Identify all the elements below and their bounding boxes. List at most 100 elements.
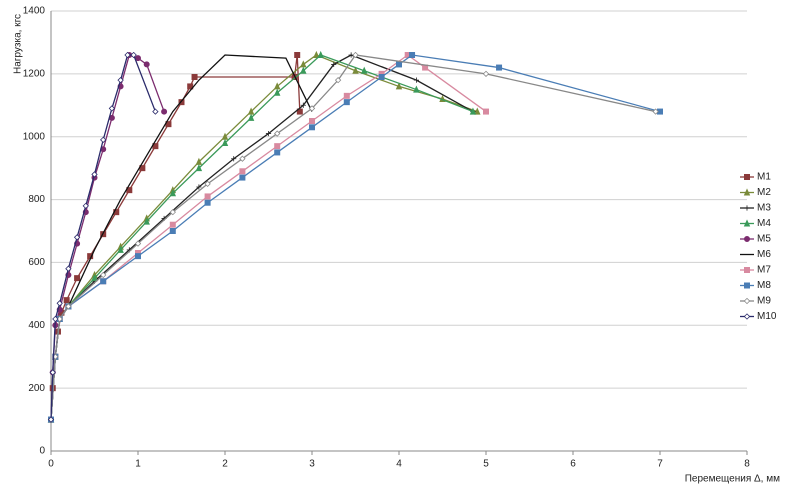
marker — [152, 108, 159, 115]
x-tick-label: 1 — [135, 459, 141, 470]
marker — [378, 74, 385, 81]
legend-label: M3 — [757, 203, 771, 214]
marker — [239, 168, 246, 175]
marker — [300, 66, 307, 74]
series-line — [50, 54, 301, 420]
marker — [134, 253, 141, 260]
series-line — [50, 54, 157, 420]
marker — [82, 202, 89, 210]
marker — [231, 156, 237, 162]
marker — [91, 171, 98, 178]
y-tick-label: 600 — [28, 257, 45, 268]
marker — [334, 76, 342, 84]
x-tick-label: 2 — [222, 459, 228, 470]
legend-marker — [743, 219, 751, 227]
series-line — [50, 54, 487, 420]
marker — [191, 74, 198, 81]
marker — [52, 315, 59, 323]
legend-label: M5 — [757, 234, 771, 245]
marker — [56, 300, 63, 307]
marker — [100, 271, 107, 279]
marker — [313, 50, 320, 58]
marker — [395, 82, 403, 90]
marker — [161, 108, 168, 115]
series-line — [50, 54, 656, 420]
marker — [274, 143, 281, 150]
y-tick-label: 1200 — [23, 68, 46, 79]
x-tick-label: 4 — [396, 459, 402, 470]
marker — [117, 245, 124, 253]
x-tick-label: 0 — [48, 459, 54, 470]
series-line — [50, 54, 313, 420]
marker — [265, 130, 272, 137]
series-line — [50, 54, 478, 420]
legend-marker — [743, 313, 751, 320]
x-tick-label: 5 — [483, 459, 489, 470]
marker — [204, 199, 211, 206]
marker — [117, 76, 124, 84]
marker — [300, 60, 307, 68]
legend-label: M10 — [757, 311, 777, 322]
legend-marker — [744, 205, 750, 211]
y-axis-label: Нагрузка, кгс — [13, 14, 24, 74]
marker — [100, 278, 107, 285]
marker — [169, 208, 176, 216]
marker — [395, 61, 402, 68]
marker — [294, 52, 301, 59]
legend-label: M9 — [757, 296, 771, 307]
marker — [63, 297, 70, 304]
legend-label: M2 — [757, 187, 771, 198]
legend-marker — [744, 173, 751, 180]
marker — [652, 108, 659, 115]
legend-marker — [743, 297, 751, 305]
marker — [360, 66, 368, 74]
marker — [187, 83, 194, 90]
marker — [274, 130, 281, 137]
marker — [178, 99, 185, 106]
marker — [343, 99, 350, 106]
marker — [409, 52, 416, 59]
x-tick-label: 8 — [744, 459, 750, 470]
series-line — [50, 54, 165, 420]
y-tick-label: 1400 — [23, 6, 46, 17]
x-tick-label: 7 — [657, 459, 663, 470]
marker — [65, 303, 72, 310]
marker — [496, 64, 503, 71]
marker — [108, 105, 116, 112]
marker — [73, 234, 81, 241]
marker — [239, 174, 246, 181]
y-tick-label: 1000 — [23, 131, 46, 142]
marker — [195, 164, 203, 172]
y-tick-label: 200 — [28, 383, 45, 394]
marker — [317, 50, 324, 58]
x-tick-label: 6 — [570, 459, 576, 470]
marker — [47, 416, 55, 423]
y-tick-label: 0 — [39, 446, 45, 457]
marker — [331, 61, 337, 68]
marker — [296, 108, 303, 115]
marker — [204, 180, 211, 188]
marker — [352, 51, 359, 59]
marker — [239, 155, 246, 162]
marker — [204, 193, 211, 200]
marker — [274, 149, 281, 156]
marker — [169, 221, 176, 228]
marker — [65, 265, 72, 272]
y-tick-label: 400 — [28, 320, 45, 331]
legend-label: M7 — [757, 265, 771, 276]
legend-marker — [743, 188, 751, 196]
marker — [196, 184, 202, 190]
legend-marker — [744, 266, 751, 273]
marker — [143, 61, 150, 68]
x-tick-label: 3 — [309, 459, 315, 470]
y-tick-label: 800 — [28, 194, 45, 205]
marker — [56, 315, 63, 323]
marker — [469, 107, 477, 115]
marker — [247, 113, 255, 121]
marker — [482, 108, 489, 115]
marker — [124, 51, 131, 59]
marker — [221, 138, 229, 147]
legend-label: M8 — [757, 280, 771, 291]
legend-label: M4 — [757, 218, 771, 229]
